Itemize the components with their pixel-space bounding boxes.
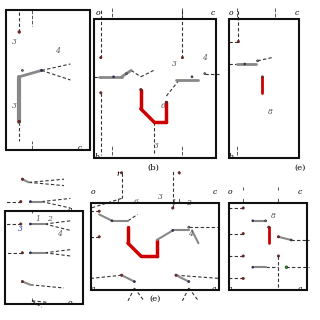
Text: a: a [91, 285, 95, 292]
Text: 3: 3 [18, 225, 23, 233]
Circle shape [29, 252, 31, 254]
Circle shape [21, 69, 23, 71]
Text: b: b [95, 153, 100, 161]
Circle shape [188, 226, 190, 228]
Circle shape [237, 41, 239, 43]
Circle shape [290, 239, 292, 241]
Circle shape [165, 101, 168, 103]
Text: 3: 3 [157, 193, 163, 201]
Circle shape [20, 200, 22, 203]
Circle shape [242, 277, 244, 280]
Text: c: c [212, 188, 217, 196]
Text: (e): (e) [294, 164, 306, 172]
Circle shape [172, 207, 174, 209]
Circle shape [191, 76, 193, 78]
Circle shape [98, 236, 100, 238]
Text: (b): (b) [148, 164, 160, 172]
Text: 1: 1 [172, 199, 177, 207]
Circle shape [204, 73, 206, 75]
Circle shape [21, 178, 24, 180]
Text: 3: 3 [172, 60, 177, 68]
Circle shape [140, 88, 142, 91]
Bar [94, 19, 216, 158]
Text: c: c [78, 144, 82, 152]
Text: b: b [228, 153, 234, 161]
Text: 4: 4 [202, 53, 207, 61]
Circle shape [100, 92, 102, 94]
Circle shape [125, 73, 127, 75]
Circle shape [21, 280, 24, 283]
Circle shape [265, 220, 267, 222]
Circle shape [41, 69, 43, 71]
Circle shape [257, 60, 259, 62]
Text: a: a [298, 285, 302, 292]
Circle shape [100, 56, 102, 59]
Text: o: o [229, 9, 233, 17]
Bar [229, 19, 299, 158]
Text: 1: 1 [36, 215, 41, 223]
Text: o: o [95, 9, 100, 17]
Text: a: a [68, 206, 73, 214]
Circle shape [242, 207, 244, 209]
Circle shape [120, 274, 123, 276]
Circle shape [244, 63, 246, 65]
Circle shape [277, 236, 280, 238]
Circle shape [181, 56, 184, 59]
Text: 4: 4 [188, 230, 193, 237]
Circle shape [261, 76, 263, 78]
Circle shape [242, 232, 244, 235]
Text: 2: 2 [47, 215, 52, 223]
Circle shape [133, 281, 135, 283]
Text: 2: 2 [186, 199, 191, 207]
Circle shape [29, 223, 31, 225]
Text: r: r [116, 170, 120, 179]
Text: 8: 8 [268, 108, 273, 116]
Circle shape [172, 229, 174, 231]
Circle shape [242, 255, 244, 257]
Circle shape [21, 252, 24, 254]
Circle shape [175, 274, 177, 276]
Text: o: o [91, 188, 95, 196]
Bar [229, 203, 307, 290]
Bar [91, 203, 219, 290]
Text: (e): (e) [149, 295, 161, 303]
Text: 3: 3 [12, 101, 17, 109]
Circle shape [120, 172, 123, 174]
Text: a: a [212, 285, 217, 292]
Circle shape [113, 76, 115, 78]
Circle shape [18, 120, 20, 123]
Circle shape [111, 220, 113, 222]
Circle shape [98, 210, 100, 212]
Circle shape [285, 266, 288, 268]
Text: c: c [211, 9, 215, 17]
Text: 6: 6 [133, 197, 139, 205]
Text: c: c [294, 9, 299, 17]
Circle shape [252, 266, 254, 268]
Text: 4: 4 [55, 47, 60, 55]
Text: 6: 6 [161, 101, 166, 109]
Circle shape [18, 31, 20, 33]
Text: a: a [228, 285, 233, 292]
Circle shape [20, 223, 22, 225]
Circle shape [252, 220, 254, 222]
Text: 4: 4 [57, 230, 62, 237]
Circle shape [178, 172, 180, 174]
Circle shape [29, 201, 31, 203]
Text: 3: 3 [12, 38, 17, 46]
Text: 8: 8 [271, 212, 276, 220]
Text: o: o [68, 299, 73, 307]
Text: o: o [228, 188, 233, 196]
Bar [6, 10, 90, 150]
Circle shape [268, 226, 270, 228]
Bar [5, 211, 83, 304]
Text: 3: 3 [154, 141, 159, 149]
Circle shape [188, 281, 190, 283]
Text: c: c [298, 188, 302, 196]
Circle shape [277, 255, 280, 257]
